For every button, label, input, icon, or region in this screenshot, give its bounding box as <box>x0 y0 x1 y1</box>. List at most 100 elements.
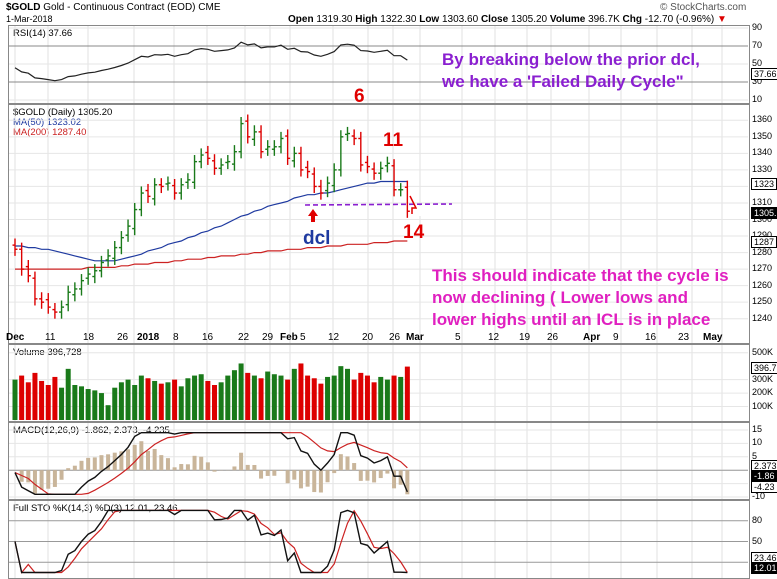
volume-bar <box>225 375 231 420</box>
macd-histogram-bar <box>279 470 283 471</box>
macd-histogram-bar <box>338 454 343 471</box>
volume-bar <box>245 372 251 420</box>
macd-histogram-bar <box>305 470 310 487</box>
macd-histogram-bar <box>239 452 244 471</box>
macd-histogram-bar <box>292 470 297 480</box>
x-tick-label: 23 <box>678 332 690 343</box>
volume-bar <box>205 380 211 420</box>
dcl-arrow <box>308 209 318 222</box>
macd-histogram-bar <box>132 444 137 471</box>
volume-bar <box>178 386 184 420</box>
volume-bar <box>271 374 277 420</box>
volume-bar <box>338 366 344 420</box>
x-tick-label: Dec <box>6 332 25 343</box>
sto-tick-label: 50 <box>752 535 763 546</box>
macd-tick-label: 15 <box>752 424 763 434</box>
macd-histogram-bar <box>152 448 157 471</box>
macd-line <box>14 432 408 495</box>
volume-bar <box>265 371 271 420</box>
price-tick-label: 1360 <box>752 114 773 125</box>
volume-bar <box>364 375 370 420</box>
volume-bar <box>158 383 164 420</box>
annotation-failed-cycle-1: By breaking below the prior dcl, <box>442 50 700 69</box>
rsi-tick-label: 90 <box>752 22 763 32</box>
price-tick-label: 1270 <box>752 263 773 274</box>
volume-bar <box>238 363 244 420</box>
macd-histogram-bar <box>86 457 91 471</box>
volume-bar <box>72 385 78 420</box>
macd-histogram-bar <box>32 470 37 494</box>
ma200-value-tag: 1287 <box>751 236 777 248</box>
volume-bar <box>291 368 297 420</box>
macd-histogram-bar <box>265 470 270 476</box>
price-tick-label: 1350 <box>752 130 773 141</box>
macd-histogram-bar <box>79 460 84 471</box>
rsi-label: RSI(14) 37.66 <box>13 28 73 39</box>
volume-bar <box>198 374 204 420</box>
x-tick-label: 16 <box>645 332 657 343</box>
macd-histogram-bar <box>272 470 277 476</box>
volume-bar <box>138 375 144 420</box>
x-tick-label: 2018 <box>137 332 160 343</box>
cycle-day-11-label: 11 <box>383 130 404 151</box>
macd-histogram-bar <box>325 470 330 483</box>
macd-histogram-bar <box>46 470 51 489</box>
volume-bar <box>105 405 111 420</box>
price-tick-label: 1240 <box>752 312 773 323</box>
sto-tick-label: 80 <box>752 514 763 525</box>
macd-histogram-bar <box>205 462 210 471</box>
volume-bar <box>152 380 158 420</box>
macd-histogram-bar <box>352 463 357 471</box>
macd-histogram-bar <box>99 455 104 471</box>
x-tick-label: 29 <box>262 332 274 343</box>
volume-bar <box>39 380 45 420</box>
annotation-failed-cycle-2: we have a 'Failed Daily Cycle" <box>442 72 684 91</box>
x-tick-label: 12 <box>328 332 340 343</box>
volume-bar <box>59 387 65 420</box>
volume-bar <box>311 378 317 420</box>
rsi-tick-label: 10 <box>752 94 763 104</box>
volume-bar <box>212 385 217 420</box>
volume-bar <box>351 379 357 420</box>
rsi-tick-label: 70 <box>752 40 763 50</box>
volume-bar <box>258 378 264 420</box>
volume-bar <box>371 382 377 420</box>
sto-panel: Full STO %K(14,3) %D(3) 12.01, 23.46 <box>8 500 750 579</box>
macd-histogram-bar <box>245 464 250 471</box>
last-bar-highlight <box>417 206 431 216</box>
annotation-declining-3: lower highs until an ICL is in place <box>432 310 711 329</box>
price-legend-title: $GOLD (Daily) 1305.20 <box>13 107 113 118</box>
macd-histogram-bar <box>252 465 257 471</box>
sto-label: Full STO %K(14,3) %D(3) 12.01, 23.46 <box>13 503 178 514</box>
x-tick-label: Apr <box>583 332 601 343</box>
volume-bar <box>92 390 98 420</box>
volume-tick-label: 300K <box>752 373 774 384</box>
volume-bar <box>32 372 38 420</box>
symbol: $GOLD <box>6 2 41 13</box>
price-tick-label: 1280 <box>752 246 773 257</box>
macd-histogram-bar <box>165 458 170 471</box>
macd-histogram-bar <box>385 470 390 474</box>
macd-histogram-bar <box>26 470 31 483</box>
volume-bar <box>278 375 284 420</box>
macd-histogram-bar <box>126 449 131 471</box>
macd-histogram-bar <box>179 464 184 471</box>
volume-bar <box>231 370 237 420</box>
x-tick-label: 20 <box>362 332 374 343</box>
x-tick-label: 19 <box>519 332 531 343</box>
chart-date: 1-Mar-2018 <box>6 14 53 24</box>
volume-bar <box>218 382 224 420</box>
ma50-line <box>15 180 408 262</box>
ma200-legend: MA(200) 1287.40 <box>13 127 87 138</box>
x-tick-label: 16 <box>202 332 214 343</box>
macd-tick-label: 10 <box>752 437 763 448</box>
sto-k-line <box>14 509 408 574</box>
volume-bar <box>79 386 84 420</box>
macd-histogram-bar <box>52 470 57 487</box>
volume-bar <box>19 375 25 420</box>
macd-histogram-bar <box>92 457 97 471</box>
macd-histogram-bar <box>285 470 290 484</box>
macd-histogram-bar <box>332 470 337 474</box>
volume-bar <box>404 366 410 420</box>
macd-histogram-bar <box>365 470 370 481</box>
